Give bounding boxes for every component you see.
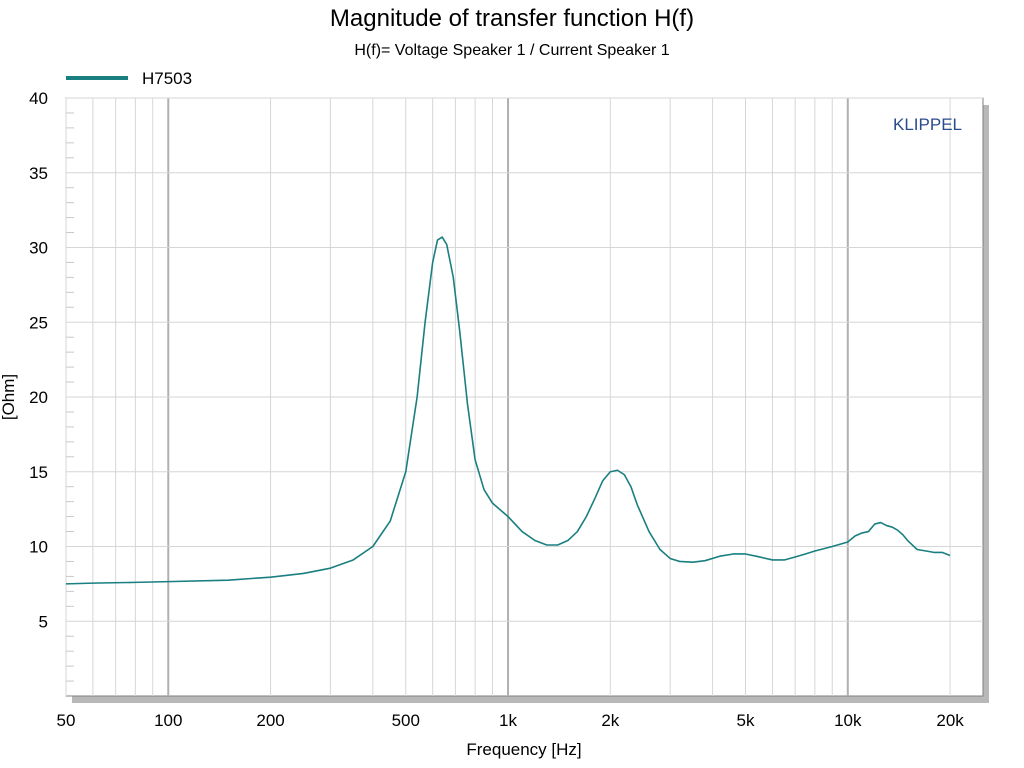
series-layer — [65, 236, 951, 585]
chart-title: Magnitude of transfer function H(f) — [330, 5, 694, 32]
y-tick-label: 35 — [29, 164, 48, 183]
x-tick-label: 200 — [256, 711, 284, 730]
x-tick-label: 5k — [737, 711, 755, 730]
y-tick-label: 40 — [29, 89, 48, 108]
x-tick-label: 1k — [499, 711, 517, 730]
x-tick-label: 500 — [392, 711, 420, 730]
x-tick-label: 2k — [601, 711, 619, 730]
x-axis-label: Frequency [Hz] — [466, 740, 581, 759]
x-tick-label: 50 — [57, 711, 76, 730]
y-tick-label: 30 — [29, 239, 48, 258]
grid — [65, 97, 983, 696]
y-tick-label: 25 — [29, 313, 48, 332]
y-axis-label: [Ohm] — [0, 374, 18, 420]
series-line-h7503 — [65, 236, 951, 585]
legend-label: H7503 — [142, 69, 192, 88]
x-tick-label: 20k — [936, 711, 964, 730]
axis-ticks: 5 10 15 20 25 30 35 40 50 100 200 500 1k 2k 5k 10k 20k — [29, 89, 964, 730]
chart-subtitle: H(f)= Voltage Speaker 1 / Current Speake… — [354, 42, 669, 59]
y-tick-label: 10 — [29, 538, 48, 557]
x-tick-label: 100 — [154, 711, 182, 730]
y-tick-label: 20 — [29, 388, 48, 407]
x-tick-label: 10k — [834, 711, 862, 730]
klippel-brand: KLIPPEL — [893, 115, 962, 134]
y-tick-label: 15 — [29, 463, 48, 482]
y-tick-label: 5 — [39, 612, 48, 631]
